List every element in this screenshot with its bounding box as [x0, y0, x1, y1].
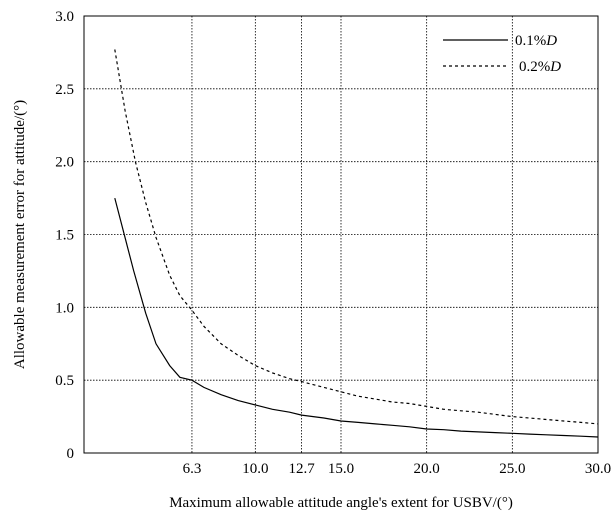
x-axis-title: Maximum allowable attitude angle's exten…	[169, 495, 513, 511]
x-tick-label: 30.0	[585, 461, 611, 477]
series-layer	[114, 49, 599, 438]
legend-label-prefix: 0.2%	[519, 59, 550, 75]
legend: 0.1%D0.2%D	[443, 33, 561, 75]
series-line-2	[114, 49, 599, 425]
x-tick-label: 25.0	[499, 461, 525, 477]
legend-label-prefix: 0.1%	[515, 33, 546, 49]
x-tick-label: 10.0	[242, 461, 268, 477]
legend-label-italic: D	[549, 59, 561, 75]
legend-label-1: 0.1%D	[515, 33, 557, 49]
y-axis-title: Allowable measurement error for attitude…	[12, 100, 28, 369]
x-tick-label: 20.0	[414, 461, 440, 477]
y-tick-label: 3.0	[55, 9, 74, 25]
y-tick-label: 2.0	[55, 155, 74, 171]
y-tick-label: 0.5	[55, 373, 74, 389]
x-tick-label: 6.3	[183, 461, 202, 477]
legend-label-italic: D	[545, 33, 557, 49]
legend-label-2: 0.2%D	[519, 59, 561, 75]
x-tick-label: 12.7	[288, 461, 315, 477]
y-tick-label: 2.5	[55, 82, 74, 98]
grid-layer	[84, 16, 598, 453]
plot-frame	[83, 15, 599, 454]
tick-labels: 6.3 10.0 12.7 15.0 20.0 25.0 30.0 0 0.5 1.0 1.5 2.0…	[55, 9, 611, 477]
series-line-1	[114, 197, 599, 438]
y-tick-label: 1.5	[55, 228, 74, 244]
y-tick-label: 1.0	[55, 300, 74, 316]
x-tick-label: 15.0	[328, 461, 354, 477]
y-tick-label: 0	[67, 446, 75, 462]
